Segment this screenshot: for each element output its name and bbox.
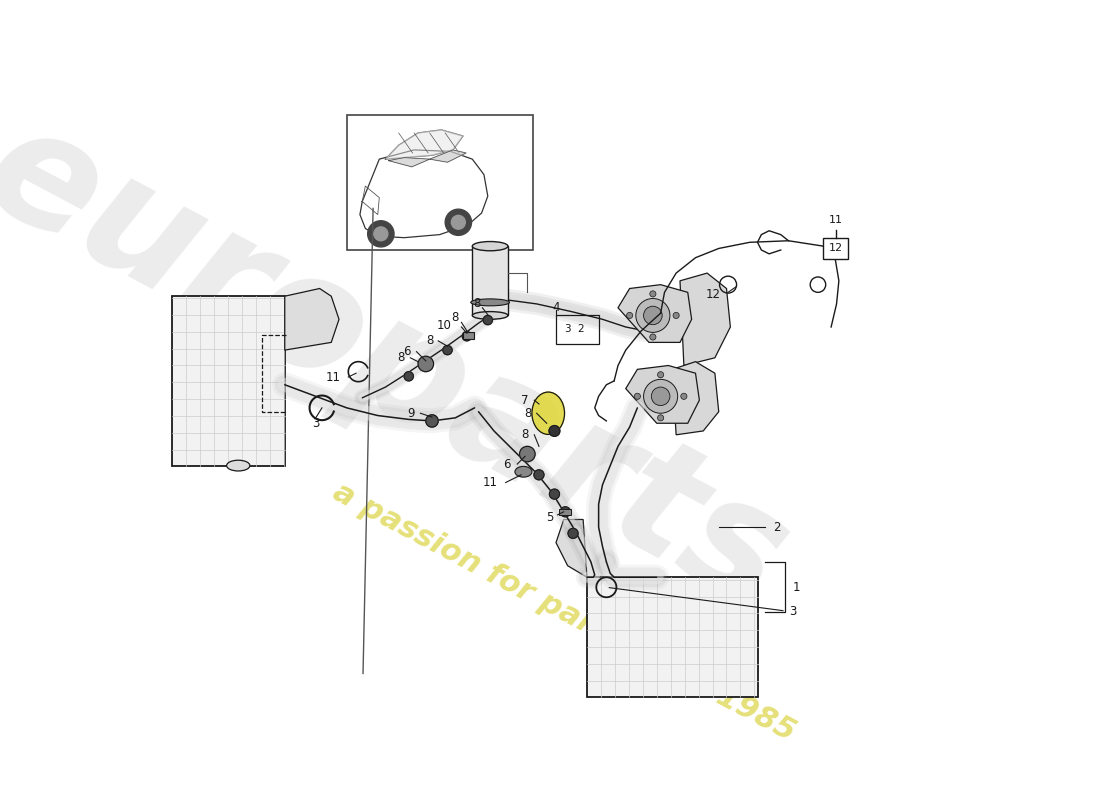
Circle shape xyxy=(549,489,560,499)
Ellipse shape xyxy=(532,392,564,434)
Circle shape xyxy=(446,209,472,235)
Circle shape xyxy=(534,470,544,480)
Text: 8: 8 xyxy=(521,428,529,442)
Text: 11: 11 xyxy=(828,215,843,226)
Bar xyxy=(824,238,848,259)
Polygon shape xyxy=(388,158,430,167)
Circle shape xyxy=(462,332,472,341)
Text: 8: 8 xyxy=(452,311,459,324)
Bar xyxy=(173,296,285,466)
Ellipse shape xyxy=(471,299,509,306)
Polygon shape xyxy=(430,150,466,162)
Circle shape xyxy=(658,414,663,421)
Text: 7: 7 xyxy=(521,394,529,406)
Circle shape xyxy=(560,506,570,517)
Text: 12: 12 xyxy=(828,243,843,254)
Text: 6: 6 xyxy=(403,345,410,358)
Circle shape xyxy=(636,298,670,332)
Text: 2: 2 xyxy=(578,324,584,334)
Circle shape xyxy=(404,372,414,381)
Bar xyxy=(587,578,758,697)
Circle shape xyxy=(549,426,560,436)
Circle shape xyxy=(426,414,438,427)
Circle shape xyxy=(568,528,579,538)
Text: 3: 3 xyxy=(564,324,571,334)
Circle shape xyxy=(658,372,663,378)
Text: 6: 6 xyxy=(504,458,512,470)
Text: a passion for parts since 1985: a passion for parts since 1985 xyxy=(328,477,800,746)
Text: 11: 11 xyxy=(326,370,341,383)
Circle shape xyxy=(418,356,433,372)
Text: 3: 3 xyxy=(609,588,796,618)
Polygon shape xyxy=(385,130,463,159)
Text: 3: 3 xyxy=(312,417,319,430)
Polygon shape xyxy=(618,285,692,342)
Polygon shape xyxy=(556,519,587,578)
Text: europarts: europarts xyxy=(0,90,812,642)
Text: 2: 2 xyxy=(773,521,781,534)
Circle shape xyxy=(681,394,688,399)
Circle shape xyxy=(424,358,432,368)
Circle shape xyxy=(673,312,679,318)
Circle shape xyxy=(651,387,670,406)
Circle shape xyxy=(644,379,678,414)
Ellipse shape xyxy=(227,460,250,471)
Text: 8: 8 xyxy=(524,406,531,420)
Polygon shape xyxy=(680,273,730,366)
Text: 8: 8 xyxy=(473,298,481,310)
Circle shape xyxy=(519,446,535,462)
Bar xyxy=(463,332,474,339)
Polygon shape xyxy=(626,366,700,423)
Circle shape xyxy=(374,227,388,241)
Circle shape xyxy=(644,306,662,325)
Bar xyxy=(559,509,571,515)
Circle shape xyxy=(635,394,640,399)
Bar xyxy=(472,246,508,315)
Text: 1: 1 xyxy=(792,581,800,594)
Circle shape xyxy=(627,312,632,318)
Circle shape xyxy=(451,215,465,230)
Circle shape xyxy=(367,221,394,247)
Text: 4: 4 xyxy=(552,302,560,314)
Text: 8: 8 xyxy=(397,351,405,364)
Text: 11: 11 xyxy=(483,476,498,489)
Text: 12: 12 xyxy=(705,288,720,301)
Circle shape xyxy=(650,334,656,340)
Circle shape xyxy=(650,291,656,297)
Text: 10: 10 xyxy=(437,319,451,332)
Ellipse shape xyxy=(472,242,508,250)
Text: 5: 5 xyxy=(546,511,553,525)
Bar xyxy=(346,115,532,250)
Circle shape xyxy=(483,315,493,325)
Ellipse shape xyxy=(472,312,508,319)
Polygon shape xyxy=(285,289,339,350)
Ellipse shape xyxy=(515,466,532,477)
Circle shape xyxy=(443,346,452,354)
Text: 9: 9 xyxy=(407,406,415,420)
Polygon shape xyxy=(672,362,718,435)
Text: 8: 8 xyxy=(426,334,433,347)
Bar xyxy=(556,314,598,344)
